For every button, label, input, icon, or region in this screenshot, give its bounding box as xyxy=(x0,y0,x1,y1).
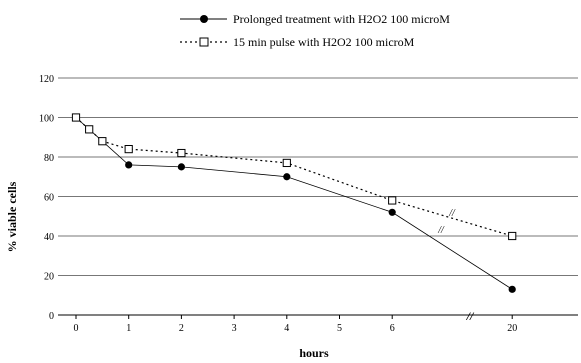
legend-entry-prolonged: Prolonged treatment with H2O2 100 microM xyxy=(180,12,450,26)
y-tick-label: 120 xyxy=(39,74,54,85)
data-point-pulse xyxy=(71,113,81,122)
series-line-0 xyxy=(75,117,513,290)
data-point-prolonged xyxy=(388,208,396,216)
annotation-break-prolonged: // xyxy=(437,225,445,236)
y-tick-labels: 0 20 40 60 80 100 120 xyxy=(39,74,54,322)
data-point-prolonged xyxy=(283,173,291,181)
x-tick-label: 3 xyxy=(232,323,237,334)
data-point-pulse xyxy=(124,145,133,154)
data-point-pulse xyxy=(508,231,517,241)
x-tick-label: 20 xyxy=(507,323,517,334)
legend-marker-pulse xyxy=(199,37,209,47)
y-tick-label: 40 xyxy=(44,232,54,243)
gridlines xyxy=(58,77,578,316)
y-tick-label: 60 xyxy=(44,193,54,204)
series-line-1 xyxy=(75,117,513,237)
legend-label-prolonged: Prolonged treatment with H2O2 100 microM xyxy=(233,12,450,26)
x-tick-label: 1 xyxy=(126,323,131,334)
y-axis-label: % viable cells xyxy=(5,181,19,252)
x-tick-label: 0 xyxy=(74,323,79,334)
x-tick-labels: 0 1 2 3 4 5 6 20 xyxy=(74,315,517,334)
x-tick-label: 5 xyxy=(337,323,342,334)
data-point-pulse xyxy=(98,137,107,146)
legend-label-pulse: 15 min pulse with H2O2 100 microM xyxy=(233,35,415,49)
data-point-prolonged xyxy=(508,285,516,293)
y-tick-label: 100 xyxy=(39,114,54,125)
x-tick-label: 4 xyxy=(284,323,289,334)
data-point-prolonged xyxy=(125,161,133,169)
data-point-pulse xyxy=(177,148,186,158)
data-point-pulse xyxy=(388,196,397,205)
x-tick-label: 6 xyxy=(390,323,395,334)
data-point-pulse xyxy=(85,125,94,134)
y-tick-label: 0 xyxy=(49,311,54,322)
y-tick-label: 80 xyxy=(44,153,54,164)
y-tick-label: 20 xyxy=(44,272,54,283)
annotation-break-pulse: // xyxy=(448,208,456,219)
series-layer xyxy=(71,113,517,293)
legend-marker-prolonged xyxy=(200,15,208,23)
legend: Prolonged treatment with H2O2 100 microM… xyxy=(180,12,450,49)
x-tick-label: 2 xyxy=(179,323,184,334)
data-point-pulse xyxy=(282,158,291,168)
x-axis-label: hours xyxy=(299,346,329,360)
legend-entry-pulse: 15 min pulse with H2O2 100 microM xyxy=(180,35,415,49)
data-point-prolonged xyxy=(177,163,185,171)
axis-break-marker: // xyxy=(466,309,475,323)
